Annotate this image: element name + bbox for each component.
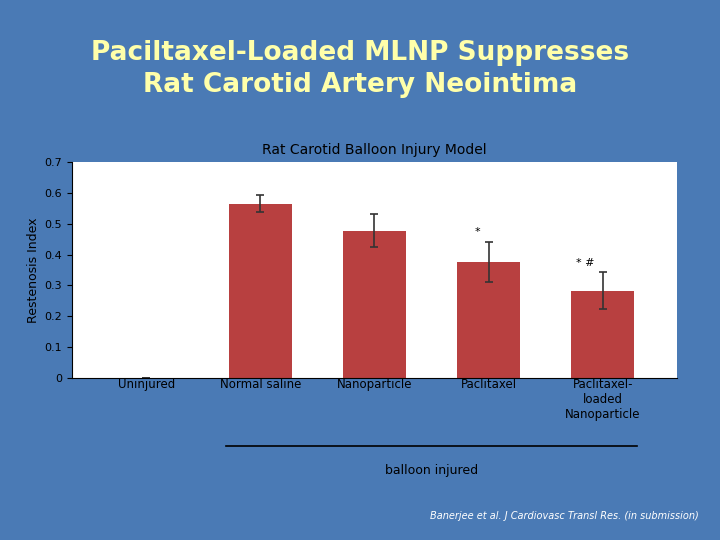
Text: Paciltaxel-Loaded MLNP Suppresses
Rat Carotid Artery Neointima: Paciltaxel-Loaded MLNP Suppresses Rat Ca…	[91, 39, 629, 98]
Text: Normal saline: Normal saline	[220, 378, 301, 392]
Text: Paclitaxel: Paclitaxel	[461, 378, 516, 392]
Text: *: *	[474, 227, 480, 237]
Text: Nanoparticle: Nanoparticle	[337, 378, 412, 392]
Bar	[571, 291, 634, 378]
Text: * #: * #	[576, 258, 595, 268]
Bar	[457, 262, 520, 378]
Bar	[343, 231, 406, 378]
Y-axis label: Restenosis Index: Restenosis Index	[27, 217, 40, 323]
Title: Rat Carotid Balloon Injury Model: Rat Carotid Balloon Injury Model	[262, 143, 487, 157]
Text: Paclitaxel-
loaded
Nanoparticle: Paclitaxel- loaded Nanoparticle	[565, 378, 640, 421]
Text: Uninjured: Uninjured	[117, 378, 175, 392]
Text: balloon injured: balloon injured	[385, 464, 478, 477]
Bar	[229, 204, 292, 378]
Text: Banerjee et al. J Cardiovasc Transl Res. (in submission): Banerjee et al. J Cardiovasc Transl Res.…	[430, 511, 698, 521]
